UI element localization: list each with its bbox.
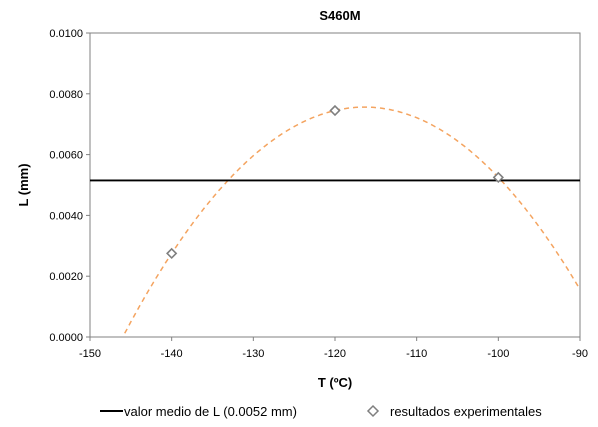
x-axis: -150 -140 -130 -120 -110 -100 -90 xyxy=(79,337,588,360)
y-tick-label: 0.0000 xyxy=(49,332,83,344)
legend-marker-swatch xyxy=(366,404,380,418)
data-point xyxy=(492,171,504,184)
x-tick-label: -120 xyxy=(324,348,346,360)
y-tick-label: 0.0040 xyxy=(49,210,83,222)
chart-title: S460M xyxy=(319,8,360,23)
data-point xyxy=(329,104,341,117)
plot-area: -150 -140 -130 -120 -110 -100 -90 0.0000 0.0020… xyxy=(49,28,588,360)
plot-border xyxy=(89,32,581,338)
x-tick-label: -130 xyxy=(242,348,264,360)
data-point xyxy=(166,247,178,260)
y-axis: 0.0000 0.0020 0.0040 0.0060 0.0080 0.0100 xyxy=(49,28,90,344)
legend-marker-label: resultados experimentales xyxy=(390,404,542,419)
x-tick-label: -100 xyxy=(487,348,509,360)
y-tick-label: 0.0060 xyxy=(49,150,83,162)
legend: valor medio de L (0.0052 mm) resultados … xyxy=(100,404,542,419)
x-tick-label: -140 xyxy=(161,348,183,360)
legend-line-label: valor medio de L (0.0052 mm) xyxy=(124,404,297,419)
x-axis-label: T (ºC) xyxy=(318,375,352,390)
x-tick-label: -150 xyxy=(79,348,101,360)
fit-curve xyxy=(124,106,581,334)
y-tick-label: 0.0100 xyxy=(49,28,83,40)
y-axis-label: L (mm) xyxy=(16,163,31,206)
x-tick-label: -110 xyxy=(406,348,427,360)
x-tick-label: -90 xyxy=(572,348,588,360)
y-tick-label: 0.0020 xyxy=(49,271,83,283)
y-tick-label: 0.0080 xyxy=(49,89,83,101)
series-layer xyxy=(90,104,581,334)
